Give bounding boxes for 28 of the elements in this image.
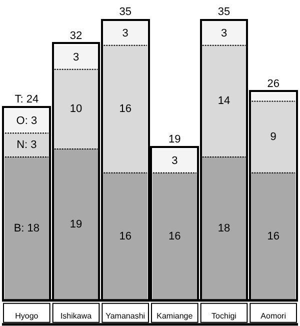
x-tick-label: Yamanashi [106, 311, 146, 320]
data-label: 3 [122, 28, 128, 40]
x-tick-label: Hyogo [15, 311, 39, 320]
x-tick-label: Kamiange [156, 311, 194, 320]
data-label: 3 [72, 51, 80, 64]
data-label: 3 [220, 28, 228, 40]
data-label: O: 3 [16, 115, 38, 128]
data-label: 16 [168, 230, 181, 243]
data-label: 10 [70, 103, 82, 116]
data-label: 19 [70, 218, 82, 231]
data-label: 16 [119, 103, 132, 116]
total-label: T: 24 [14, 94, 39, 106]
x-tick-label: Aomori [260, 311, 286, 320]
x-tick-label: Tochigi [212, 311, 237, 320]
data-label: 16 [119, 230, 132, 243]
x-tick-label: Ishikawa [60, 311, 92, 320]
total-label: 35 [218, 6, 230, 18]
total-label: 35 [119, 6, 132, 18]
data-label: 14 [218, 95, 230, 108]
data-label: 9 [270, 131, 276, 144]
data-label: 18 [218, 222, 230, 235]
total-label: 26 [267, 78, 280, 90]
data-label: N: 3 [16, 139, 37, 152]
data-label: 16 [267, 230, 280, 243]
total-label: 19 [168, 134, 181, 146]
data-label: B: 18 [14, 222, 40, 235]
data-label: 3 [172, 154, 178, 167]
total-label: 32 [70, 30, 82, 42]
